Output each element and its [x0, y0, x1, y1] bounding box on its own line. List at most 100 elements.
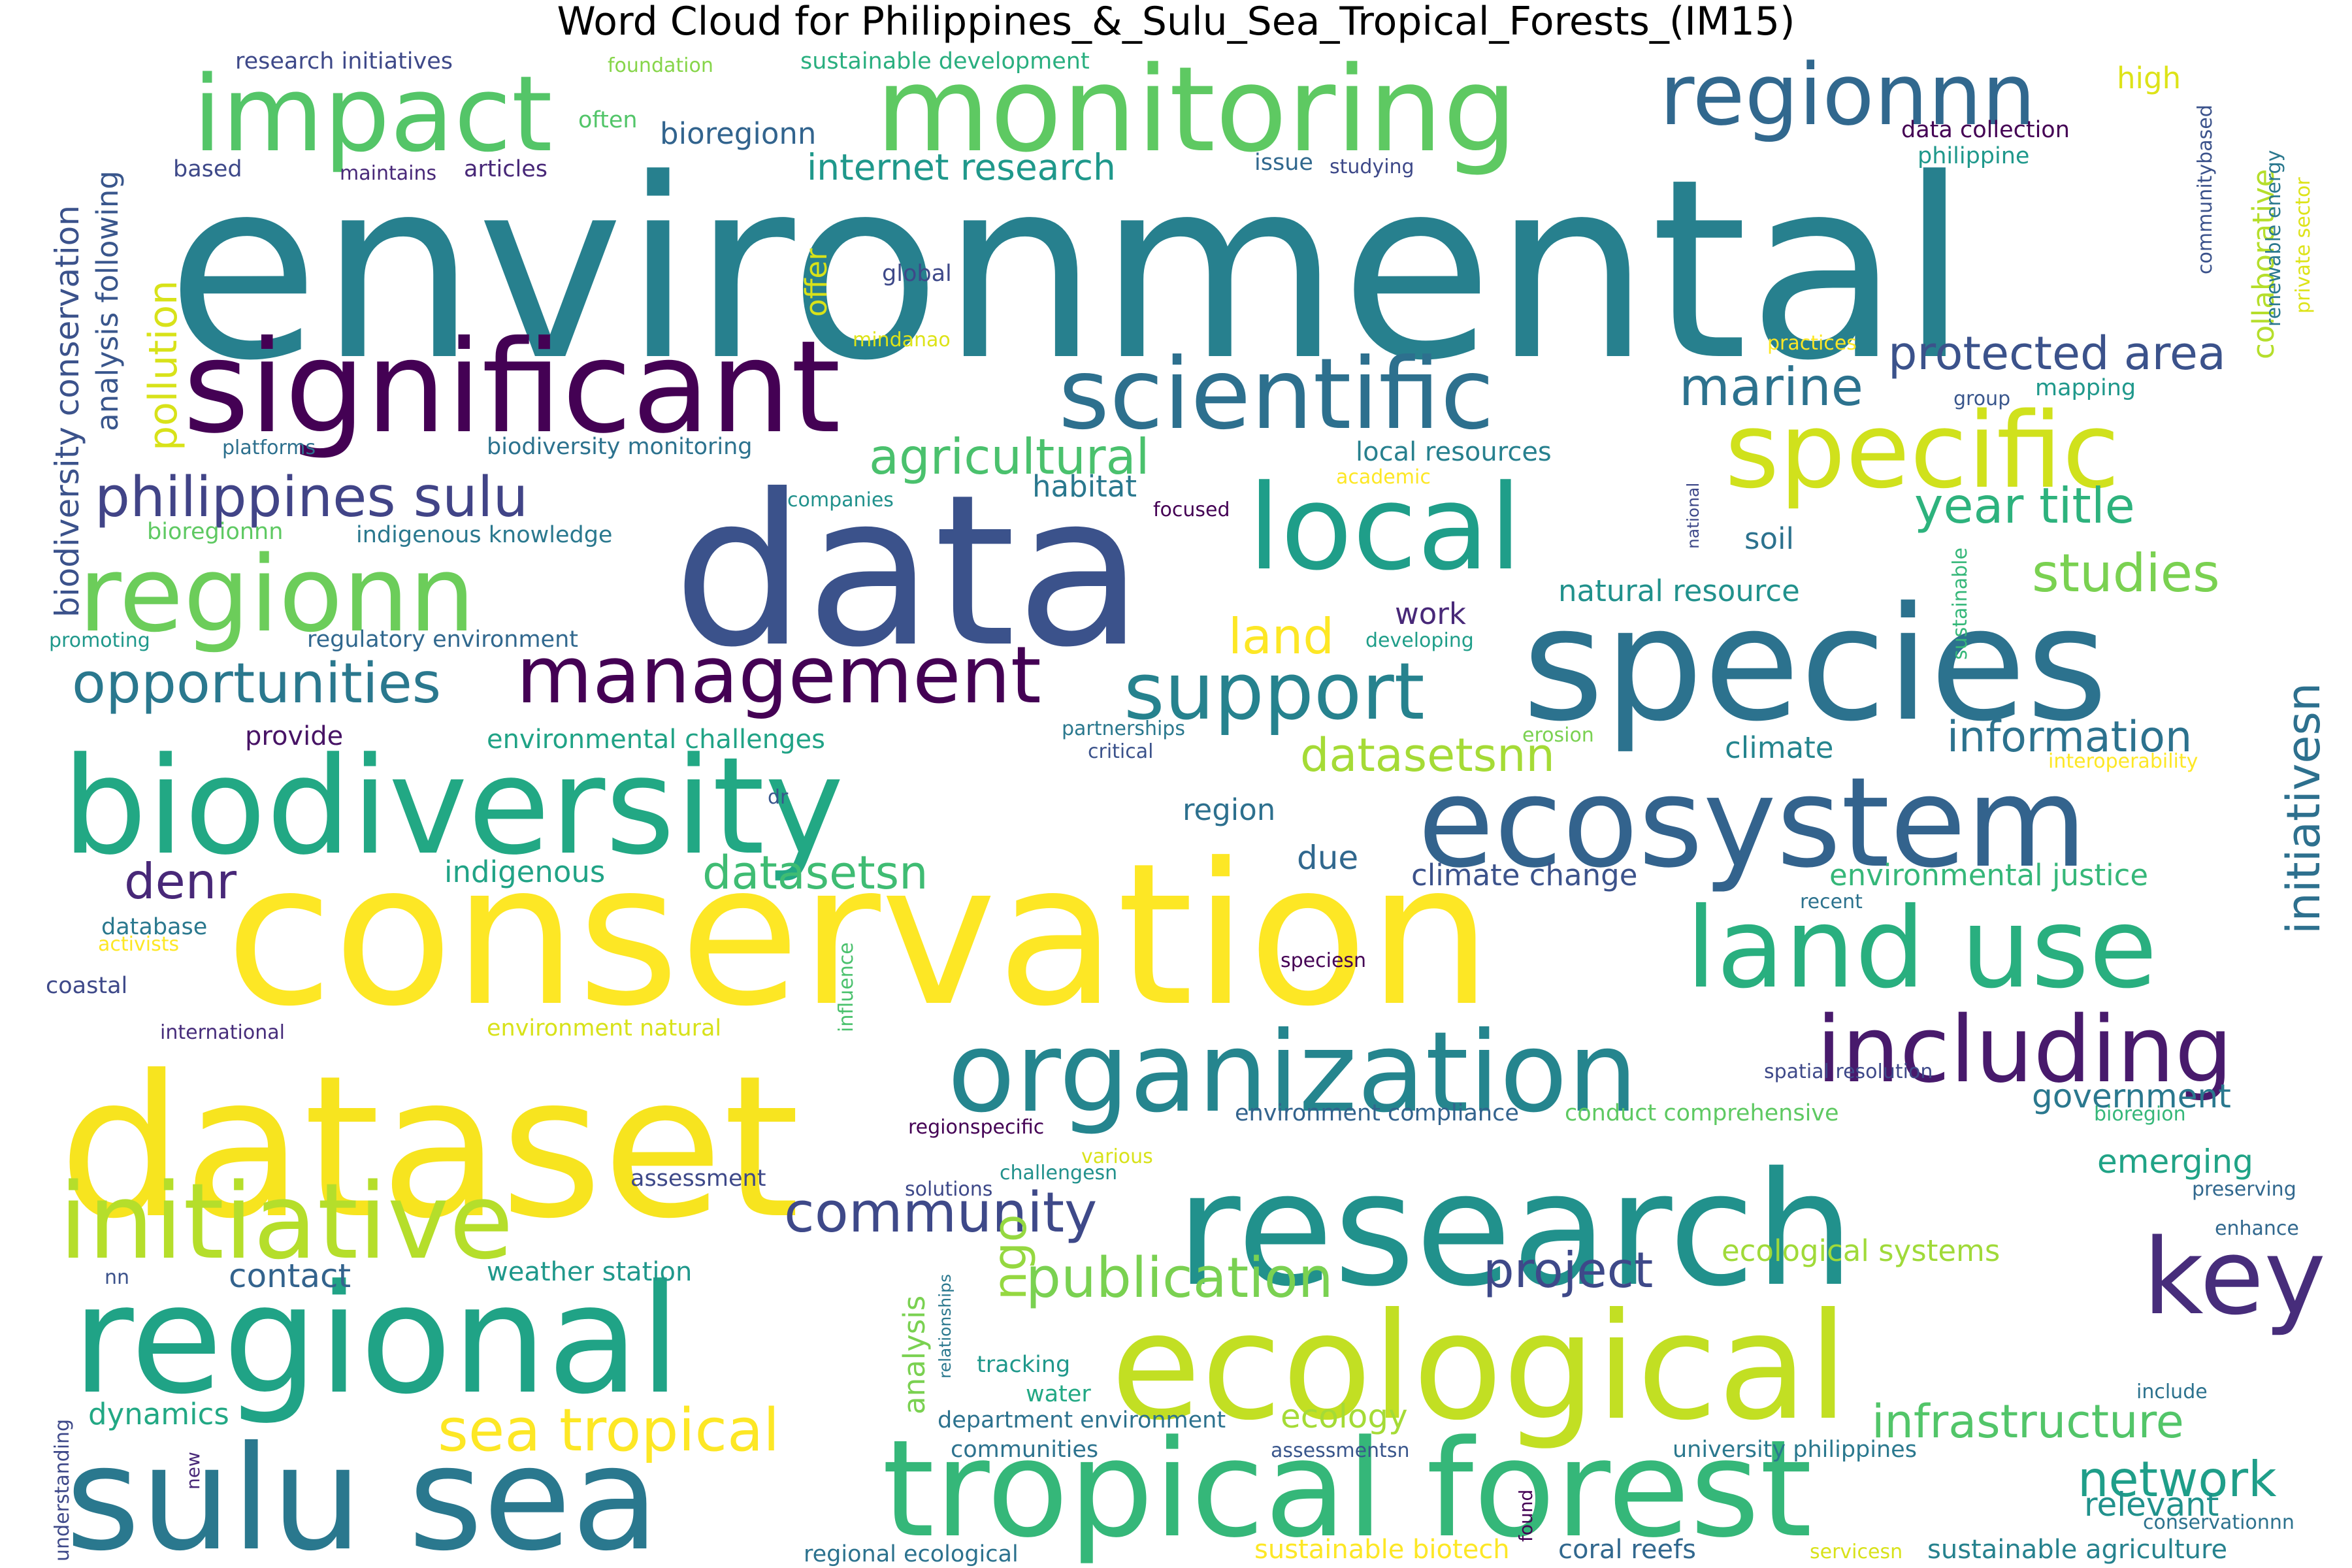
word-spatial-resolution: spatial resolution [1764, 1060, 1933, 1083]
word-international: international [160, 1021, 285, 1044]
word-foundation: foundation [608, 54, 713, 77]
word-ecology: ecology [1281, 1397, 1408, 1435]
word-dataset: dataset [59, 1034, 800, 1262]
word-key: key [2143, 1216, 2326, 1338]
word-relationships: relationships [936, 1274, 955, 1379]
word-regional-ecological: regional ecological [804, 1541, 1019, 1567]
word-group: group [1953, 387, 2010, 410]
word-solutions: solutions [905, 1178, 992, 1201]
word-maintains: maintains [340, 162, 436, 185]
word-local-resources: local resources [1356, 437, 1552, 467]
word-erosion: erosion [1522, 724, 1594, 747]
word-challengesn: challengesn [1000, 1162, 1117, 1184]
word-dr: dr [768, 786, 789, 809]
word-conservation: conservation [225, 821, 1492, 1049]
word-tropical-forest: tropical forest [882, 1412, 1812, 1567]
word-mapping: mapping [2035, 375, 2136, 401]
word-include: include [2136, 1380, 2208, 1403]
word-weather-station: weather station [487, 1257, 692, 1287]
word-preserving: preserving [2192, 1178, 2296, 1201]
word-coastal: coastal [46, 973, 127, 999]
word-analysis-following: analysis following [90, 171, 125, 431]
word-coral-reefs: coral reefs [1558, 1535, 1696, 1565]
word-due: due [1297, 839, 1358, 877]
word-habitat: habitat [1032, 469, 1137, 504]
word-initiative: initiative [59, 1160, 514, 1282]
word-environmental: environmental [167, 125, 1969, 415]
word-various: various [1081, 1145, 1153, 1168]
word-collaborative: collaborative [2246, 169, 2281, 360]
word-renewable-energy: renewable energy [2262, 150, 2285, 327]
word-regionspecific: regionspecific [908, 1116, 1044, 1139]
word-university-philippines: university philippines [1673, 1437, 1917, 1463]
word-emerging: emerging [2097, 1143, 2253, 1181]
word-data: data [673, 450, 1144, 693]
word-datasetsn: datasetsn [702, 846, 928, 900]
word-community: community [784, 1181, 1097, 1245]
word-often: often [578, 107, 638, 133]
word-bioregionn: bioregionn [660, 116, 816, 151]
word-developing: developing [1365, 629, 1474, 652]
word-database: database [101, 914, 207, 940]
word-ecological-systems: ecological systems [1722, 1233, 2000, 1268]
word-indigenous: indigenous [444, 855, 605, 889]
word-regionnn: regionnn [1659, 45, 2036, 144]
word-ngo: ngo [983, 1214, 1037, 1300]
word-assessment: assessment [630, 1166, 766, 1192]
word-recent: recent [1800, 890, 1863, 913]
word-sulu-sea: sulu sea [65, 1415, 659, 1568]
word-philippines-sulu: philippines sulu [95, 465, 528, 530]
word-research-initiatives: research initiatives [235, 48, 453, 74]
word-local: local [1248, 460, 1522, 596]
word-ecosystem: ecosystem [1418, 751, 2087, 895]
word-region: region [1183, 792, 1275, 827]
word-internet-research: internet research [807, 146, 1116, 188]
word-datasetsnn: datasetsnn [1300, 728, 1555, 782]
word-found: found [1515, 1490, 1537, 1542]
word-understanding: understanding [51, 1419, 74, 1561]
word-ecological: ecological [1111, 1282, 1848, 1453]
word-government: government [2032, 1077, 2231, 1115]
word-tracking: tracking [977, 1352, 1070, 1378]
word-year-title: year title [1914, 477, 2135, 534]
word-data-collection: data collection [1901, 117, 2070, 143]
word-practices: practices [1767, 332, 1857, 355]
word-network: network [2078, 1450, 2277, 1508]
word-based: based [173, 156, 242, 182]
word-regional: regional [72, 1253, 681, 1428]
word-research: research [1176, 1138, 1854, 1321]
word-influence: influence [835, 942, 858, 1032]
word-agricultural: agricultural [869, 428, 1149, 485]
word-activists: activists [98, 933, 179, 956]
word-dynamics: dynamics [88, 1397, 229, 1431]
word-bioregion: bioregion [2094, 1103, 2186, 1126]
word-natural-resource: natural resource [1558, 574, 1800, 608]
word-conservationnn: conservationnn [2143, 1511, 2295, 1534]
word-assessmentsn: assessmentsn [1271, 1439, 1409, 1462]
word-opportunities: opportunities [72, 651, 441, 716]
word-scientific: scientific [1058, 338, 1494, 451]
word-contact: contact [229, 1257, 351, 1295]
word-issue: issue [1254, 150, 1313, 176]
word-project: project [1483, 1241, 1653, 1299]
word-bioregionnn: bioregionnn [147, 519, 283, 545]
word-biodiversity: biodiversity [62, 729, 844, 885]
word-infrastructure: infrastructure [1872, 1395, 2184, 1448]
word-analysis: analysis [897, 1296, 932, 1414]
word-critical: critical [1088, 740, 1153, 763]
word-interoperability: interoperability [2048, 750, 2198, 773]
word-sea-tropical: sea tropical [438, 1396, 779, 1465]
word-information: information [1947, 713, 2192, 762]
word-regionn: regionn [78, 533, 475, 655]
word-offer: offer [799, 248, 834, 317]
word-conduct-comprehensive: conduct comprehensive [1565, 1100, 1839, 1126]
word-water: water [1026, 1381, 1091, 1407]
word-climate-change: climate change [1411, 858, 1637, 892]
word-sustainable: sustainable [1949, 547, 1972, 660]
word-regulatory-environment: regulatory environment [307, 627, 578, 653]
word-mindanao: mindanao [853, 329, 951, 351]
word-support: support [1124, 647, 1425, 738]
word-sustainable-agriculture: sustainable agriculture [1927, 1535, 2227, 1565]
word-studies: studies [2032, 543, 2220, 604]
word-marine: marine [1679, 357, 1863, 417]
